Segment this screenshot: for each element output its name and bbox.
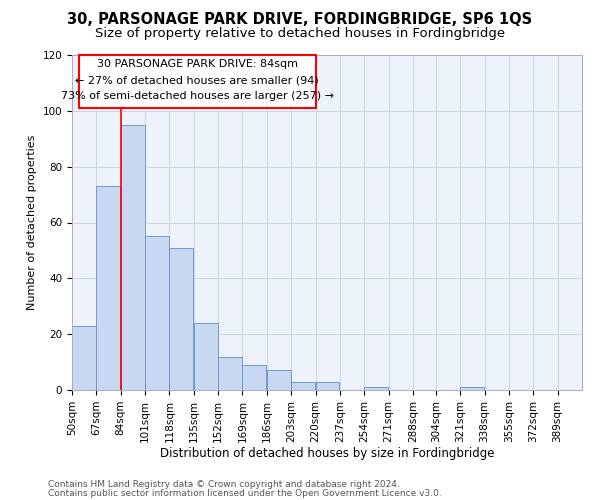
Bar	[194, 323, 218, 390]
Bar	[316, 382, 340, 390]
Bar	[267, 370, 291, 390]
Bar	[242, 365, 266, 390]
X-axis label: Distribution of detached houses by size in Fordingbridge: Distribution of detached houses by size …	[160, 448, 494, 460]
Text: 73% of semi-detached houses are larger (257) →: 73% of semi-detached houses are larger (…	[61, 92, 334, 102]
Bar	[218, 356, 242, 390]
Bar	[169, 248, 193, 390]
Text: Contains public sector information licensed under the Open Government Licence v3: Contains public sector information licen…	[48, 488, 442, 498]
Bar	[97, 186, 120, 390]
Text: ← 27% of detached houses are smaller (94): ← 27% of detached houses are smaller (94…	[76, 76, 319, 86]
FancyBboxPatch shape	[79, 55, 316, 108]
Bar	[72, 326, 96, 390]
Y-axis label: Number of detached properties: Number of detached properties	[27, 135, 37, 310]
Bar	[291, 382, 315, 390]
Bar	[145, 236, 169, 390]
Bar	[460, 387, 484, 390]
Text: Contains HM Land Registry data © Crown copyright and database right 2024.: Contains HM Land Registry data © Crown c…	[48, 480, 400, 489]
Bar	[121, 125, 145, 390]
Bar	[364, 387, 388, 390]
Text: 30, PARSONAGE PARK DRIVE, FORDINGBRIDGE, SP6 1QS: 30, PARSONAGE PARK DRIVE, FORDINGBRIDGE,…	[67, 12, 533, 28]
Text: Size of property relative to detached houses in Fordingbridge: Size of property relative to detached ho…	[95, 28, 505, 40]
Text: 30 PARSONAGE PARK DRIVE: 84sqm: 30 PARSONAGE PARK DRIVE: 84sqm	[97, 59, 298, 69]
